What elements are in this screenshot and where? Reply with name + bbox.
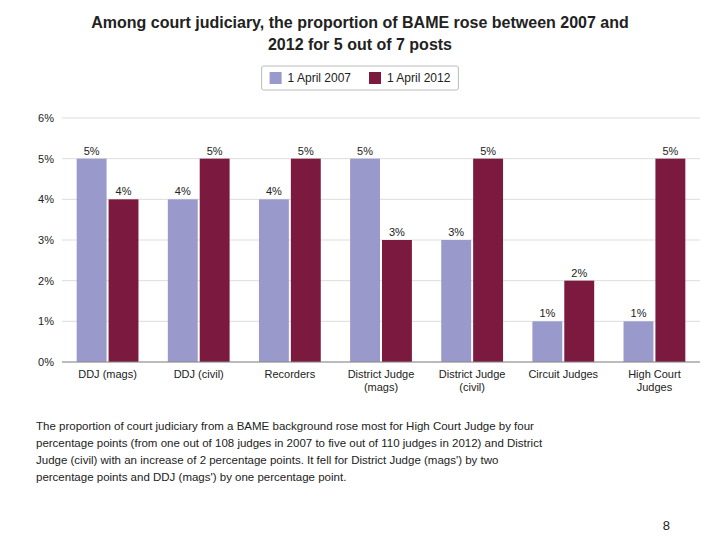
text-line: Among court judiciary, the proportion of… <box>91 14 629 31</box>
grid-line <box>62 321 700 322</box>
legend-label: 1 April 2007 <box>288 71 352 85</box>
data-label: 5% <box>662 145 678 157</box>
data-labels: 5% 4% 4% 5% 3% 1% 1% 4% 5% 5% 3% 5% 2% 5% <box>84 145 679 320</box>
bar <box>473 159 503 362</box>
grid <box>62 118 700 362</box>
body-text: The proportion of court judiciary from a… <box>36 420 543 483</box>
grid-line <box>62 240 700 241</box>
x-tick-label: District Judge(civil) <box>439 368 506 393</box>
text-line: (mags) <box>364 381 398 393</box>
bar <box>532 321 562 362</box>
text-line: The proportion of court judiciary from a… <box>36 420 534 432</box>
x-tick-label: DDJ (civil) <box>174 368 224 380</box>
y-tick-label: 0% <box>38 356 54 368</box>
data-label: 4% <box>175 185 191 197</box>
data-label: 5% <box>207 145 223 157</box>
text-line: (civil) <box>459 381 485 393</box>
x-axis <box>62 362 700 363</box>
title: Among court judiciary, the proportion of… <box>91 14 629 53</box>
y-tick-label: 5% <box>38 153 54 165</box>
data-label: 4% <box>116 185 132 197</box>
legend-label: 1 April 2012 <box>387 71 451 85</box>
text-line: High Court <box>628 368 681 380</box>
page: {"chart_data": { "type": "bar", "title":… <box>0 0 720 540</box>
bar <box>350 159 380 362</box>
bar <box>77 159 107 362</box>
bar <box>200 159 230 362</box>
legend-swatch <box>270 72 282 84</box>
bar <box>624 321 654 362</box>
bar <box>168 199 198 362</box>
data-label: 5% <box>84 145 100 157</box>
chart: Among court judiciary, the proportion of… <box>0 0 720 540</box>
bar <box>109 199 139 362</box>
grid-line <box>62 158 700 159</box>
text-line: Judge (civil) with an increase of 2 perc… <box>36 454 498 466</box>
bar <box>291 159 321 362</box>
text-line: DDJ (mags) <box>78 368 137 380</box>
legend: 1 April 2007 1 April 2012 <box>262 66 459 90</box>
text-line: District Judge <box>439 368 506 380</box>
x-tick-label: DDJ (mags) <box>78 368 137 380</box>
grid-line <box>62 118 700 119</box>
data-label: 5% <box>480 145 496 157</box>
page-number: 8 <box>663 518 670 533</box>
bars <box>77 159 686 362</box>
x-tick-label: Circuit Judges <box>528 368 598 380</box>
data-label: 1% <box>539 307 555 319</box>
bar <box>259 199 289 362</box>
grid-line <box>62 280 700 281</box>
y-tick-label: 6% <box>38 112 54 124</box>
text-line: 2012 for 5 out of 7 posts <box>268 36 452 53</box>
text-line: DDJ (civil) <box>174 368 224 380</box>
data-label: 3% <box>448 226 464 238</box>
bar <box>655 159 685 362</box>
x-tick-label: District Judge(mags) <box>348 368 415 393</box>
text-line: percentage points (from one out of 108 j… <box>36 437 543 449</box>
y-tick-label: 2% <box>38 275 54 287</box>
x-tick-label: Recorders <box>264 368 315 380</box>
text-line: District Judge <box>348 368 415 380</box>
data-label: 2% <box>571 267 587 279</box>
bar <box>441 240 471 362</box>
legend-frame <box>262 66 459 90</box>
bar <box>564 281 594 362</box>
y-tick-label: 4% <box>38 193 54 205</box>
y-tick-label: 1% <box>38 315 54 327</box>
grid-line <box>62 362 700 363</box>
bar <box>382 240 412 362</box>
y-tick-label: 3% <box>38 234 54 246</box>
data-label: 1% <box>631 307 647 319</box>
legend-swatch <box>369 72 381 84</box>
data-label: 5% <box>298 145 314 157</box>
text-line: Recorders <box>264 368 315 380</box>
data-label: 5% <box>357 145 373 157</box>
grid-line <box>62 199 700 200</box>
x-tick-label: High CourtJudges <box>628 368 681 393</box>
text-line: percentage points and DDJ (mags') by one… <box>36 471 346 483</box>
data-label: 3% <box>389 226 405 238</box>
data-label: 4% <box>266 185 282 197</box>
text-line: Judges <box>637 381 673 393</box>
text-line: Circuit Judges <box>528 368 598 380</box>
